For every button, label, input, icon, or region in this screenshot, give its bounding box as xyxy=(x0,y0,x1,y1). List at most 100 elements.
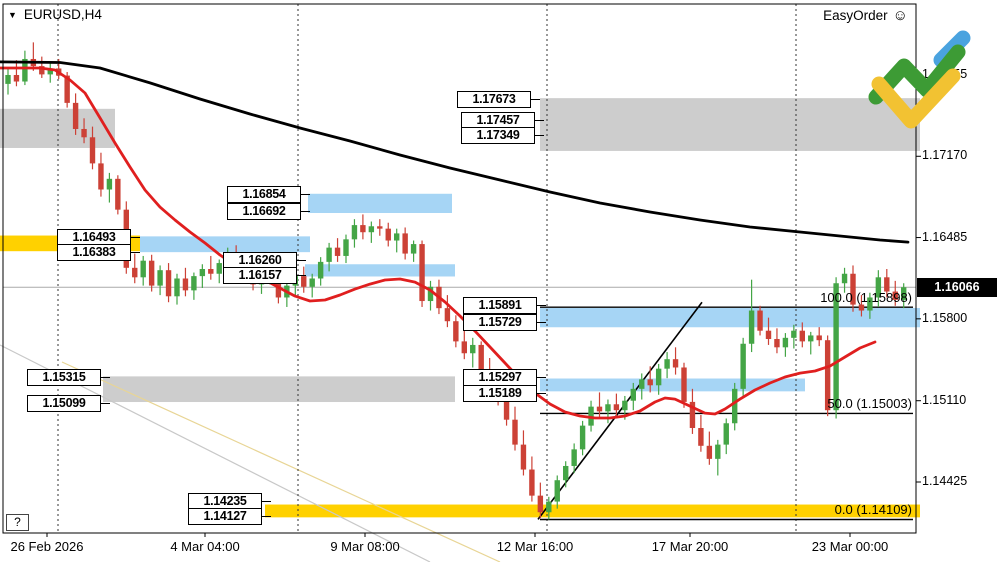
candle-body xyxy=(799,330,805,342)
candle-body xyxy=(596,406,603,412)
easyorder-text: EasyOrder xyxy=(823,8,888,23)
price-level-label: 1.16157 xyxy=(223,267,297,284)
candle-body xyxy=(81,128,87,138)
candle-body xyxy=(816,335,822,341)
candle-body xyxy=(47,68,53,75)
candle-body xyxy=(858,304,865,311)
candle-body xyxy=(394,233,400,241)
candle-body xyxy=(503,399,510,420)
logo-green-stroke xyxy=(868,44,966,105)
logo-yellow-stroke xyxy=(871,68,961,129)
ma-fast-line xyxy=(0,66,877,420)
candle-body xyxy=(892,291,898,300)
price-level-label: 1.17673 xyxy=(457,91,531,108)
price-axis-tick[interactable]: 1.15110 xyxy=(922,392,967,407)
candle-body xyxy=(402,233,408,254)
candle-body xyxy=(563,465,569,481)
candle-body xyxy=(529,469,535,496)
time-axis-tick[interactable]: 12 Mar 16:00 xyxy=(496,539,574,554)
zone-gray xyxy=(103,376,455,403)
candle-body xyxy=(64,75,70,103)
price-level-label: 1.15099 xyxy=(27,395,101,412)
time-axis-tick[interactable]: 17 Mar 20:00 xyxy=(651,539,729,554)
candle-body xyxy=(410,244,417,254)
candle-body xyxy=(867,297,873,311)
zone-blue xyxy=(540,308,920,328)
price-level-label: 1.16383 xyxy=(57,244,131,261)
candle-body xyxy=(605,404,611,412)
candle-body xyxy=(613,404,620,411)
candle-body xyxy=(740,343,746,389)
candle-body xyxy=(309,278,315,287)
candle-body xyxy=(326,247,332,262)
candle-body xyxy=(841,273,848,284)
candle-body xyxy=(165,270,172,297)
candle-body xyxy=(157,270,163,286)
candle-body xyxy=(774,339,780,348)
price-axis-tick[interactable]: 1.17170 xyxy=(922,148,968,163)
candle-body xyxy=(470,344,476,354)
price-axis-tick[interactable]: 1.16485 xyxy=(922,229,968,244)
candle-body xyxy=(148,260,155,286)
candle-body xyxy=(757,310,763,331)
zone-blue xyxy=(140,236,310,253)
candle-body xyxy=(72,102,79,129)
time-axis-tick[interactable]: 26 Feb 2026 xyxy=(10,539,84,554)
candle-body xyxy=(655,368,662,386)
candle-body xyxy=(512,419,518,445)
symbol-dropdown[interactable]: ▼ EURUSD,H4 xyxy=(8,7,102,22)
candle-body xyxy=(579,425,586,450)
chart-title: EURUSD,H4 xyxy=(23,7,102,22)
candle-body xyxy=(444,308,451,322)
candle-body xyxy=(639,379,645,389)
candle-body xyxy=(351,225,358,240)
candle-body xyxy=(191,276,197,291)
candle-body xyxy=(115,178,121,210)
help-button[interactable]: ? xyxy=(6,514,29,531)
candle-body xyxy=(106,178,113,190)
time-axis-tick[interactable]: 9 Mar 08:00 xyxy=(330,539,400,554)
candle-body xyxy=(343,239,349,256)
candle-body xyxy=(182,278,189,291)
candle-body xyxy=(520,444,527,470)
price-level-label: 1.16854 xyxy=(227,186,301,203)
candle-body xyxy=(199,269,206,277)
candle-body xyxy=(791,330,797,338)
price-axis-tick[interactable]: 1.15800 xyxy=(922,310,968,325)
candle-body xyxy=(681,367,687,402)
candle-body xyxy=(317,261,324,279)
candle-body xyxy=(824,340,831,411)
candle-body xyxy=(689,401,696,429)
candle-body xyxy=(901,287,907,300)
price-level-label: 1.15891 xyxy=(463,297,537,314)
candle-body xyxy=(765,330,772,340)
smiley-icon: ☺ xyxy=(892,7,908,24)
candle-body xyxy=(89,137,96,164)
candle-body xyxy=(630,388,636,401)
candle-body xyxy=(808,335,814,342)
price-level-label: 1.15729 xyxy=(463,314,537,331)
candle-body xyxy=(98,163,104,190)
chevron-down-icon: ▼ xyxy=(8,10,17,20)
candle-body xyxy=(360,225,366,233)
zone-gray xyxy=(540,98,920,151)
current-price-tag: 1.16066 xyxy=(917,278,997,297)
candle-body xyxy=(5,74,11,84)
candle-body xyxy=(377,226,383,229)
candle-body xyxy=(782,337,789,348)
candle-body xyxy=(732,388,738,424)
candle-body xyxy=(884,277,890,292)
candle-body xyxy=(334,247,341,256)
candle-body xyxy=(385,228,391,241)
ma-slow-line xyxy=(0,60,910,244)
candle-body xyxy=(698,428,704,446)
zone-yellow xyxy=(265,504,920,518)
time-axis-tick[interactable]: 23 Mar 00:00 xyxy=(811,539,889,554)
candles xyxy=(5,42,907,520)
time-axis-tick[interactable]: 4 Mar 04:00 xyxy=(170,539,240,554)
price-axis-tick[interactable]: 1.14425 xyxy=(922,473,968,488)
